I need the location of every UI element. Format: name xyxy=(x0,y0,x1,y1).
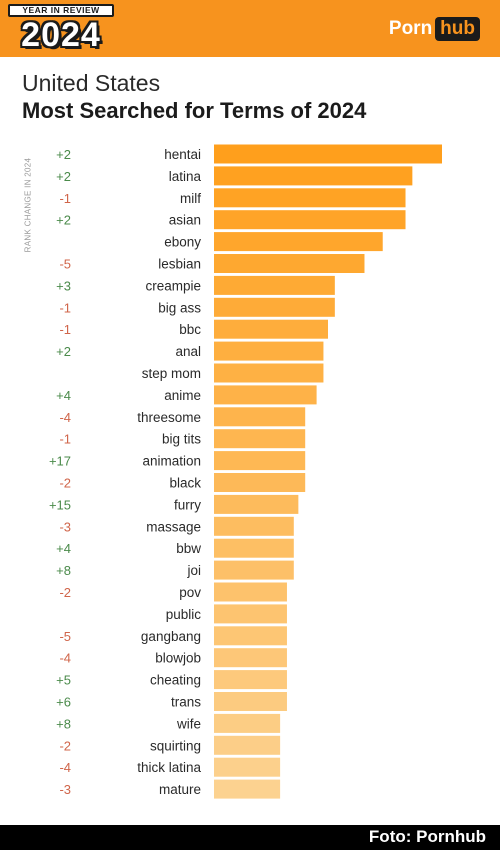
category-label-step-mom: step mom xyxy=(142,366,201,381)
bar-cheating xyxy=(214,670,287,690)
category-label-wife: wife xyxy=(176,716,201,731)
year-in-review-badge: 2024 YEAR IN REVIEW xyxy=(6,4,116,54)
badge-caption: YEAR IN REVIEW xyxy=(8,4,114,17)
category-label-bbw: bbw xyxy=(176,541,201,556)
category-label-big-tits: big tits xyxy=(162,432,201,447)
bar-anal xyxy=(214,341,324,361)
rank-change-black: -2 xyxy=(59,476,71,491)
category-label-public: public xyxy=(166,607,202,622)
bar-massage xyxy=(214,516,294,536)
rank-change-anime: +4 xyxy=(56,388,71,403)
bar-threesome xyxy=(214,407,306,427)
bar-pov xyxy=(214,582,287,602)
photo-credit: Foto: Pornhub xyxy=(368,827,486,846)
bar-joi xyxy=(214,560,294,580)
rank-change-creampie: +3 xyxy=(56,278,71,293)
category-label-hentai: hentai xyxy=(164,147,201,162)
rank-change-animation: +17 xyxy=(49,454,71,469)
bar-ebony xyxy=(214,232,383,252)
bar-hentai xyxy=(214,144,442,164)
category-label-gangbang: gangbang xyxy=(141,629,201,644)
bar-lesbian xyxy=(214,254,365,273)
bar-black xyxy=(214,473,306,492)
bar-gangbang xyxy=(214,626,287,646)
bar-trans xyxy=(214,692,287,711)
category-label-squirting: squirting xyxy=(150,738,201,753)
bar-animation xyxy=(214,451,306,471)
rank-change-pov: -2 xyxy=(59,585,71,600)
rank-change-milf: -1 xyxy=(59,191,71,206)
rank-change-anal: +2 xyxy=(56,344,71,359)
header-bar: 2024 YEAR IN REVIEW Porn hub xyxy=(0,0,500,57)
rank-change-latina: +2 xyxy=(56,169,71,184)
bar-thick-latina xyxy=(214,757,281,777)
bar-wife xyxy=(214,713,281,733)
rank-change-gangbang: -5 xyxy=(59,629,71,644)
bar-bbw xyxy=(214,538,294,558)
category-label-threesome: threesome xyxy=(137,410,201,425)
rank-change-big-ass: -1 xyxy=(59,300,71,315)
bar-public xyxy=(214,604,287,624)
category-label-pov: pov xyxy=(179,585,201,600)
category-label-mature: mature xyxy=(159,782,201,797)
category-label-trans: trans xyxy=(171,695,201,710)
category-label-big-ass: big ass xyxy=(158,300,201,315)
category-label-furry: furry xyxy=(174,497,201,512)
rank-change-wife: +8 xyxy=(56,716,71,731)
rank-change-asian: +2 xyxy=(56,213,71,228)
rank-change-big-tits: -1 xyxy=(59,432,71,447)
rank-change-blowjob: -4 xyxy=(59,651,71,666)
rank-change-hentai: +2 xyxy=(56,147,71,162)
rank-change-bbw: +4 xyxy=(56,541,71,556)
category-label-lesbian: lesbian xyxy=(158,257,201,272)
rank-change-mature: -3 xyxy=(59,782,71,797)
rank-change-cheating: +5 xyxy=(56,673,71,688)
category-label-creampie: creampie xyxy=(145,278,201,293)
category-label-bbc: bbc xyxy=(179,322,201,337)
category-label-latina: latina xyxy=(169,169,202,184)
bar-mature xyxy=(214,779,281,799)
rank-change-lesbian: -5 xyxy=(59,257,71,272)
rank-change-furry: +15 xyxy=(49,497,71,512)
category-label-black: black xyxy=(169,476,201,491)
bar-step-mom xyxy=(214,363,324,383)
rank-change-squirting: -2 xyxy=(59,738,71,753)
badge-year: 2024 xyxy=(21,16,101,54)
bar-big-tits xyxy=(214,429,306,449)
category-label-milf: milf xyxy=(180,191,201,206)
category-label-anime: anime xyxy=(164,388,201,403)
rank-change-massage: -3 xyxy=(59,519,71,534)
bar-creampie xyxy=(214,275,335,295)
bar-bbc xyxy=(214,319,328,339)
chart-title: Most Searched for Terms of 2024 xyxy=(22,98,367,123)
rank-change-threesome: -4 xyxy=(59,410,71,425)
bar-asian xyxy=(214,210,406,230)
logo-text-right: hub xyxy=(435,17,480,41)
rank-change-thick-latina: -4 xyxy=(59,760,71,775)
logo-text-left: Porn xyxy=(388,18,433,39)
category-label-animation: animation xyxy=(142,454,201,469)
bar-big-ass xyxy=(214,297,335,317)
category-label-ebony: ebony xyxy=(164,235,201,250)
category-label-cheating: cheating xyxy=(150,673,201,688)
category-label-massage: massage xyxy=(146,519,201,534)
region-heading: United States xyxy=(22,70,161,96)
brand-logo: Porn hub xyxy=(389,16,480,42)
bar-blowjob xyxy=(214,648,287,668)
bar-squirting xyxy=(214,735,281,755)
bar-anime xyxy=(214,385,317,405)
rank-change-bbc: -1 xyxy=(59,322,71,337)
rank-change-trans: +6 xyxy=(56,695,71,710)
category-label-thick-latina: thick latina xyxy=(137,760,201,775)
bar-furry xyxy=(214,494,299,514)
category-label-asian: asian xyxy=(169,213,201,228)
rank-change-joi: +8 xyxy=(56,563,71,578)
category-label-blowjob: blowjob xyxy=(155,651,201,666)
footer-bar: Foto: Pornhub xyxy=(0,825,500,850)
category-label-joi: joi xyxy=(186,563,201,578)
bar-latina xyxy=(214,166,413,186)
bar-milf xyxy=(214,188,406,208)
category-label-anal: anal xyxy=(175,344,201,359)
